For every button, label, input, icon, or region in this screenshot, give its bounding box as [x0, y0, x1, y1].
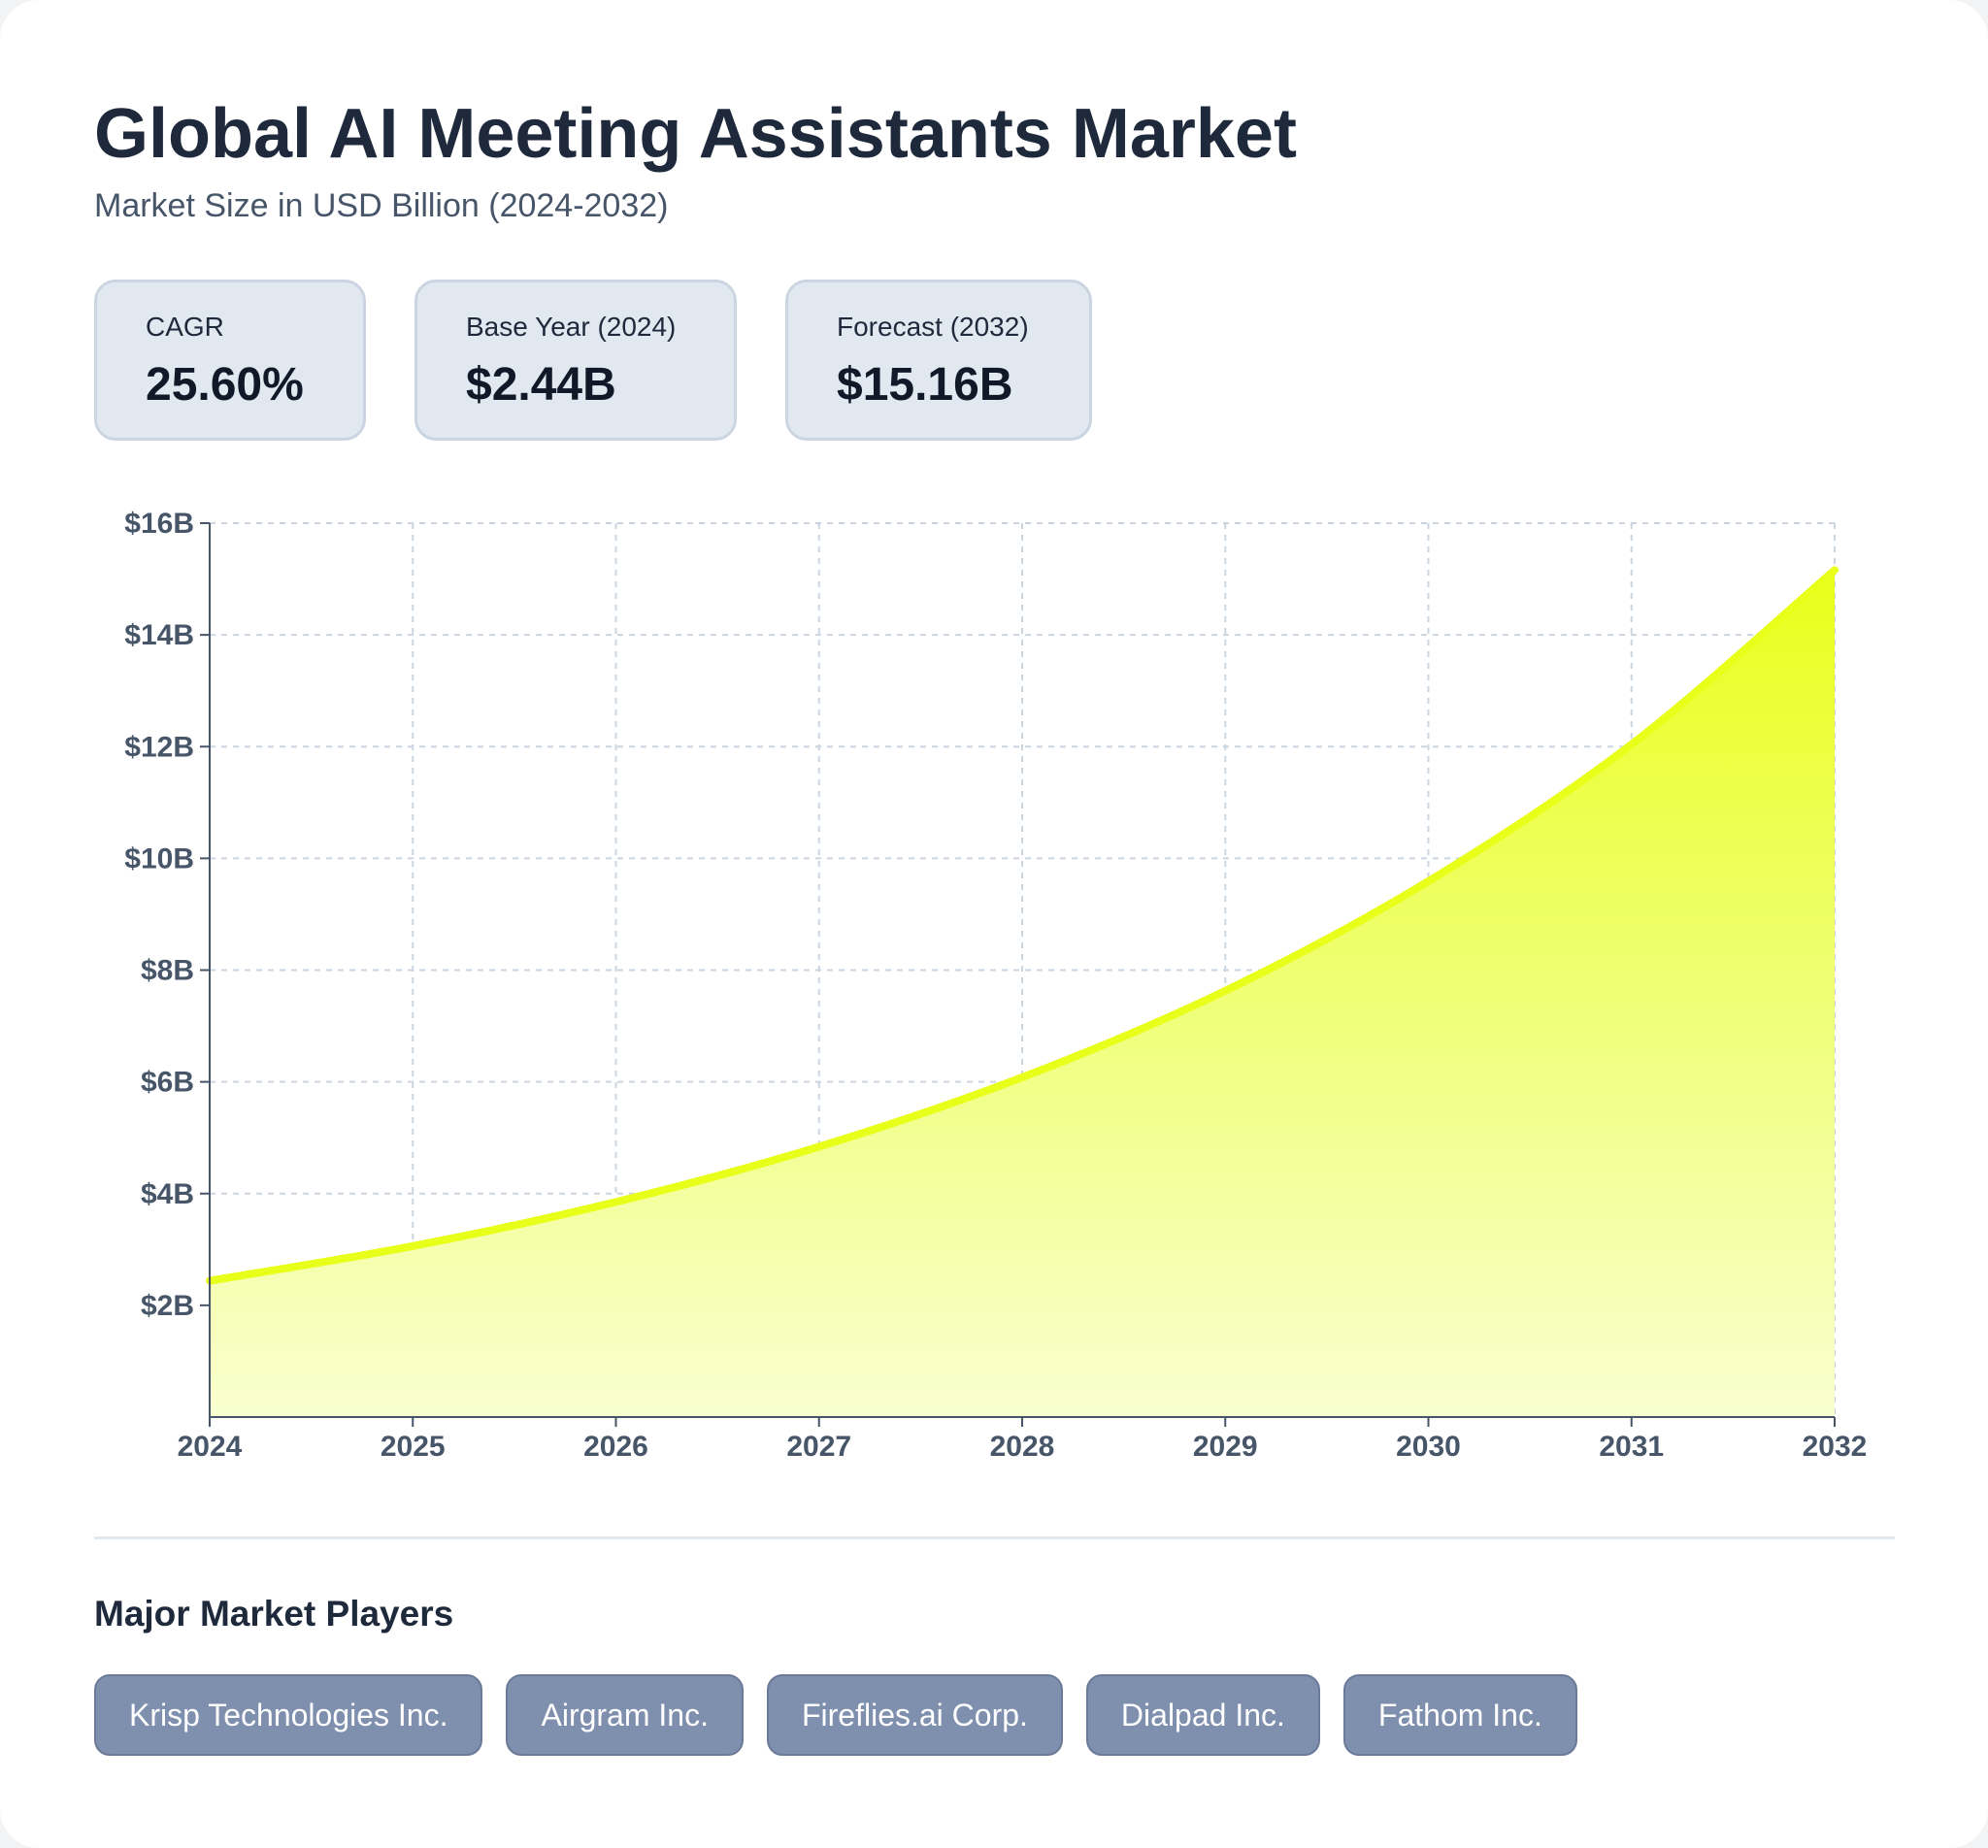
- y-tick-label: $10B: [124, 842, 194, 874]
- x-tick-label: 2026: [583, 1431, 648, 1463]
- page-title: Global AI Meeting Assistants Market: [94, 95, 1297, 173]
- stat-card-forecast: Forecast (2032) $15.16B: [785, 280, 1092, 441]
- section-divider: [94, 1536, 1895, 1539]
- x-tick-label: 2027: [786, 1431, 851, 1463]
- stat-card-cagr: CAGR 25.60%: [94, 280, 366, 441]
- x-tick-label: 2032: [1803, 1431, 1868, 1463]
- x-tick-label: 2024: [178, 1431, 243, 1463]
- player-chip[interactable]: Airgram Inc.: [506, 1674, 744, 1756]
- stat-label: Forecast (2032): [837, 312, 1029, 342]
- stat-value: $15.16B: [837, 359, 1013, 411]
- series-line: [206, 566, 1839, 1285]
- player-chip[interactable]: Fireflies.ai Corp.: [766, 1674, 1063, 1756]
- y-tick-label: $14B: [124, 619, 194, 651]
- y-tick-label: $4B: [141, 1178, 194, 1210]
- player-chip[interactable]: Dialpad Inc.: [1085, 1674, 1320, 1756]
- x-tick-label: 2030: [1396, 1431, 1461, 1463]
- y-tick-label: $12B: [124, 731, 194, 763]
- market-size-area-chart: $2B$4B$6B$8B$10B$12B$14B$16B 2024 2025 202…: [124, 508, 1868, 1463]
- page-subtitle: Market Size in USD Billion (2024-2032): [94, 187, 669, 224]
- x-tick-label: 2031: [1599, 1431, 1664, 1463]
- stat-value: 25.60%: [146, 359, 304, 411]
- x-tick-label: 2028: [990, 1431, 1055, 1463]
- x-tick-label: 2029: [1193, 1431, 1258, 1463]
- x-tick-label: 2025: [381, 1431, 446, 1463]
- stat-label: Base Year (2024): [466, 312, 677, 342]
- y-tick-label: $6B: [141, 1067, 194, 1099]
- player-chip[interactable]: Fathom Inc.: [1342, 1674, 1577, 1756]
- stat-label: CAGR: [146, 312, 224, 342]
- y-axis-ticks: $2B $4B $6B $8B $10B $12B $14B $16B: [124, 508, 210, 1322]
- x-axis-ticks: 2024 2025 2026 2027 2028 2029 2030 2031 2032: [178, 1417, 1868, 1463]
- player-chip[interactable]: Krisp Technologies Inc.: [94, 1674, 483, 1756]
- players-list: Krisp Technologies Inc. Airgram Inc. Fir…: [94, 1674, 1577, 1756]
- stat-card-base-year: Base Year (2024) $2.44B: [414, 280, 737, 441]
- y-tick-label: $8B: [141, 955, 194, 987]
- y-tick-label: $16B: [124, 508, 194, 540]
- players-section-title: Major Market Players: [94, 1594, 454, 1634]
- y-tick-label: $2B: [141, 1290, 194, 1322]
- stat-value: $2.44B: [466, 359, 616, 411]
